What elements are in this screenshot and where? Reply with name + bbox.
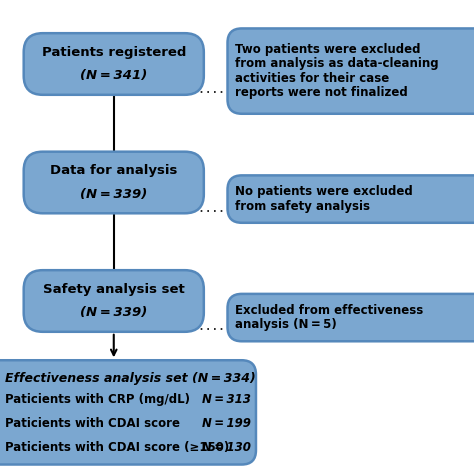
- Text: Safety analysis set: Safety analysis set: [43, 283, 185, 296]
- Text: N = 130: N = 130: [202, 441, 251, 454]
- FancyBboxPatch shape: [228, 294, 474, 341]
- Text: from analysis as data-cleaning: from analysis as data-cleaning: [235, 57, 438, 71]
- Text: Effectiveness analysis set (N = 334): Effectiveness analysis set (N = 334): [5, 372, 255, 385]
- Text: Paticients with CRP (mg/dL): Paticients with CRP (mg/dL): [5, 393, 190, 406]
- FancyBboxPatch shape: [0, 360, 256, 465]
- Text: No patients were excluded: No patients were excluded: [235, 185, 412, 199]
- FancyBboxPatch shape: [24, 33, 204, 95]
- Text: reports were not finalized: reports were not finalized: [235, 86, 407, 99]
- Text: from safety analysis: from safety analysis: [235, 200, 370, 213]
- Text: Two patients were excluded: Two patients were excluded: [235, 43, 420, 56]
- Text: Data for analysis: Data for analysis: [50, 164, 177, 177]
- Text: activities for their case: activities for their case: [235, 72, 389, 85]
- FancyBboxPatch shape: [228, 175, 474, 223]
- Text: Paticients with CDAI score (≥150): Paticients with CDAI score (≥150): [5, 441, 229, 454]
- Text: analysis (N = 5): analysis (N = 5): [235, 318, 337, 331]
- Text: N = 199: N = 199: [202, 417, 251, 430]
- FancyBboxPatch shape: [228, 28, 474, 114]
- Text: (N = 339): (N = 339): [80, 188, 147, 201]
- FancyBboxPatch shape: [24, 270, 204, 332]
- Text: (N = 339): (N = 339): [80, 306, 147, 319]
- Text: Patients registered: Patients registered: [42, 46, 186, 59]
- Text: Paticients with CDAI score: Paticients with CDAI score: [5, 417, 180, 430]
- Text: Excluded from effectiveness: Excluded from effectiveness: [235, 304, 423, 317]
- FancyBboxPatch shape: [24, 152, 204, 213]
- Text: N = 313: N = 313: [202, 393, 251, 406]
- Text: (N = 341): (N = 341): [80, 69, 147, 82]
